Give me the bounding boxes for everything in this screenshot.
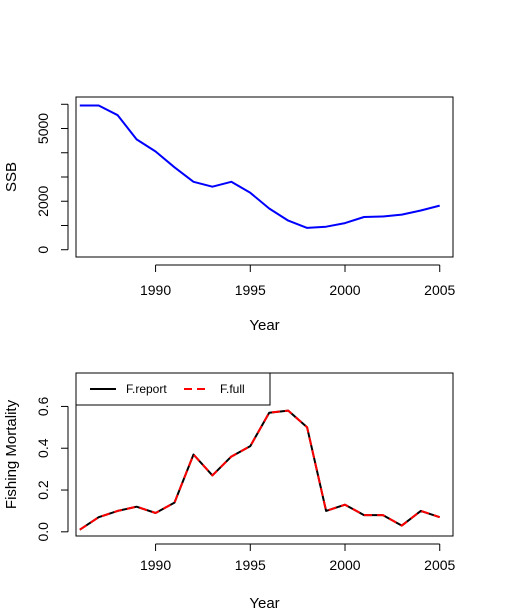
ssb-series-0-point xyxy=(268,208,270,210)
fishing-mortality-x-tick-label: 2000 xyxy=(329,557,360,573)
fishing-mortality-f-full-point xyxy=(268,412,270,414)
fishing-mortality-f-full-point xyxy=(136,506,138,508)
fishing-mortality-f-full-point xyxy=(249,445,251,447)
fishing-mortality-panel: 1990 1995 2000 2005 0.0 0.2 0.4 0.6 Year Fishing … xyxy=(3,372,456,612)
fishing-mortality-f-full-point xyxy=(211,474,213,476)
ssb-series-0-point xyxy=(155,151,157,153)
fishing-mortality-f-full-point xyxy=(439,516,441,518)
fishing-mortality-f-full-point xyxy=(287,410,289,412)
ssb-series-0-point xyxy=(344,222,346,224)
fishing-mortality-f-full-point xyxy=(420,510,422,512)
fishing-mortality-f-full-point xyxy=(230,456,232,458)
fishing-mortality-f-full-point xyxy=(174,502,176,504)
ssb-series-0-point xyxy=(192,181,194,183)
ssb-series-0-point xyxy=(136,138,138,140)
fishing-mortality-f-full-point xyxy=(192,454,194,456)
ssb-series-0-point xyxy=(325,226,327,228)
ssb-series-0-point xyxy=(363,216,365,218)
ssb-series-0-point xyxy=(117,114,119,116)
fishing-mortality-x-axis-title: Year xyxy=(249,595,279,612)
fishing-mortality-x-tick-label: 1995 xyxy=(235,557,266,573)
ssb-x-tick-label: 2005 xyxy=(424,282,455,298)
ssb-series-0-line xyxy=(79,104,440,229)
ssb-panel: 1990 1995 2000 2005 0 2000 5000 Year SSB xyxy=(3,96,456,334)
fishing-mortality-legend: F.report F.full xyxy=(75,372,271,406)
legend-label: F.report xyxy=(126,382,167,396)
ssb-x-axis-title: Year xyxy=(249,317,279,334)
ssb-y-tick-label: 0 xyxy=(35,246,51,254)
fishing-mortality-f-full-point xyxy=(79,529,81,531)
fishing-mortality-y-tick-label: 0.2 xyxy=(35,480,51,500)
fishing-mortality-y-axis-title: Fishing Mortality xyxy=(3,399,20,509)
fishing-mortality-f-full-point xyxy=(344,504,346,506)
ssb-series-0-point xyxy=(382,216,384,218)
fishing-mortality-f-full-point xyxy=(401,525,403,527)
ssb-series-0-point xyxy=(401,214,403,216)
ssb-plot-frame xyxy=(75,96,454,258)
legend-label: F.full xyxy=(220,382,245,396)
fishing-mortality-f-full-point xyxy=(306,426,308,428)
ssb-series-0-point xyxy=(287,220,289,222)
fishing-mortality-y-tick-label: 0.6 xyxy=(35,396,51,416)
fishing-mortality-x-tick-label: 1990 xyxy=(140,557,171,573)
ssb-series-0-point xyxy=(79,104,81,106)
fishing-mortality-f-full-point xyxy=(363,514,365,516)
fishing-mortality-f-full-point xyxy=(98,516,100,518)
fishing-mortality-f-full-line xyxy=(79,409,441,531)
fishing-mortality-x-tick-label: 2005 xyxy=(424,557,455,573)
ssb-series-0-point xyxy=(249,192,251,194)
ssb-series-0-point xyxy=(174,166,176,168)
ssb-x-tick-label: 1990 xyxy=(140,282,171,298)
ssb-series-0-point xyxy=(98,104,100,106)
fishing-mortality-f-full-point xyxy=(117,510,119,512)
ssb-series-0-point xyxy=(306,227,308,229)
ssb-x-tick-label: 1995 xyxy=(235,282,266,298)
ssb-x-tick-label: 2000 xyxy=(329,282,360,298)
fishing-mortality-f-full-point xyxy=(325,510,327,512)
fishing-mortality-f-full-point xyxy=(382,514,384,516)
ssb-series-0-point xyxy=(420,209,422,211)
ssb-y-tick-label: 5000 xyxy=(35,113,51,144)
fishing-mortality-y-tick-label: 0.4 xyxy=(35,438,51,458)
ssb-series-0-point xyxy=(439,205,441,207)
fishing-mortality-y-tick-label: 0.0 xyxy=(35,522,51,542)
fishing-mortality-f-full-point xyxy=(155,512,157,514)
ssb-series-0-point xyxy=(211,186,213,188)
ssb-y-tick-label: 2000 xyxy=(35,185,51,216)
ssb-series-0-point xyxy=(230,181,232,183)
ssb-y-axis-title: SSB xyxy=(3,162,20,192)
